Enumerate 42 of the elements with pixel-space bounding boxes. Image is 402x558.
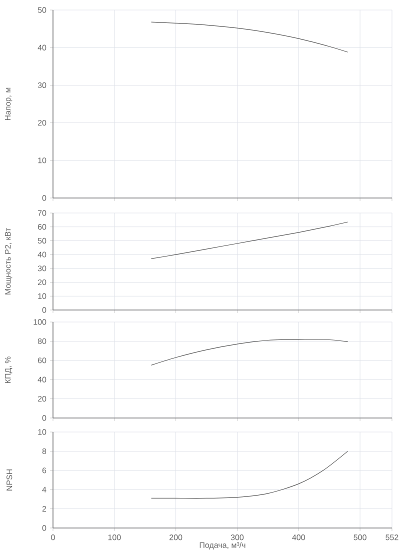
y-tick-label: 60 [38,358,46,364]
y-tick-label: 100 [34,319,46,325]
y-tick-label: 40 [38,376,46,382]
x-tick-label: 0 [51,534,55,540]
y-tick-label: 50 [38,238,46,244]
y-tick-label: 20 [38,279,46,286]
y-tick-label: 20 [38,396,46,402]
y-axis-title: КПД, % [5,356,12,384]
y-tick-label: 4 [42,486,46,492]
y-tick-label: 10 [38,158,46,164]
y-axis-title: NPSH [6,470,12,490]
y-tick-label: 70 [38,210,46,216]
x-tick-label: 400 [292,534,305,540]
y-tick-label: 40 [38,44,46,50]
y-tick-label: 30 [38,82,46,88]
line-series [150,22,348,52]
x-tick-label: 100 [108,534,121,540]
y-axis-title: Мощность P2, кВт [5,228,12,294]
x-tick-label: 552 [386,534,398,540]
y-tick-label: 0 [42,415,46,421]
x-axis-title: Подача, м³/ч [200,542,246,550]
line-series [150,338,348,366]
y-tick-label: 80 [38,338,46,344]
y-tick-label: 2 [42,506,46,512]
y-tick-label: 8 [42,448,46,454]
y-tick-label: 0 [42,195,46,201]
y-tick-label: 40 [38,252,46,258]
x-tick-label: 500 [354,534,366,540]
x-tick-label: 200 [170,534,182,540]
x-tick-label: 300 [230,534,244,540]
y-tick-label: 0 [42,307,46,313]
y-tick-label: 20 [38,120,46,126]
y-tick-label: 60 [38,224,46,230]
line-series [150,222,348,260]
y-tick-label: 50 [38,7,46,13]
y-tick-label: 10 [38,293,46,299]
y-tick-label: 0 [42,525,46,531]
line-series [150,450,348,499]
y-axis-title: Напор, м [5,88,12,120]
y-tick-label: 10 [38,429,46,435]
y-tick-label: 30 [38,266,46,272]
y-tick-label: 6 [42,468,46,474]
